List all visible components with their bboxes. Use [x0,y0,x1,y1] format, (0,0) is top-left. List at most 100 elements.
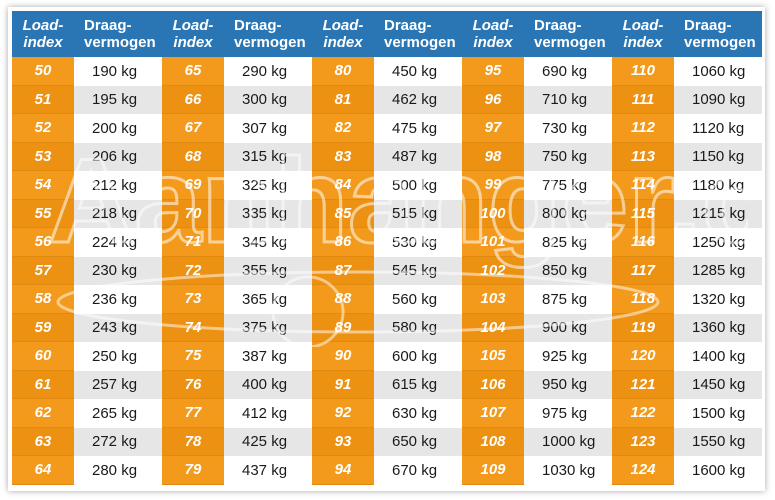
load-capacity-cell: 190 kg [74,57,162,86]
table-row: 96 710 kg [462,85,612,114]
table-row: 75 387 kg [162,342,312,371]
table-row: 56 224 kg [12,228,162,257]
table-row: 102 850 kg [462,256,612,285]
load-capacity-cell: 1550 kg [674,427,762,456]
table-row: 107 975 kg [462,399,612,428]
header-row: Load-index Draag-vermogen [162,11,312,57]
load-capacity-cell: 1500 kg [674,399,762,428]
header-load-index-text: index [323,34,363,51]
table-row: 52 200 kg [12,114,162,143]
table-row: 60 250 kg [12,342,162,371]
load-index-cell: 105 [462,342,524,371]
load-capacity-cell: 1060 kg [674,57,762,86]
load-index-cell: 70 [162,199,224,228]
table-row: 94 670 kg [312,456,462,485]
table-row: 122 1500 kg [612,399,762,428]
load-capacity-cell: 900 kg [524,313,612,342]
load-capacity-cell: 280 kg [74,456,162,485]
header-draagvermogen-text: vermogen [84,34,156,51]
load-index-table-frame: Load-index Draag-vermogen 50 190 kg 51 195 kg… [8,7,765,491]
table-row: 73 365 kg [162,285,312,314]
load-index-cell: 85 [312,199,374,228]
load-capacity-cell: 690 kg [524,57,612,86]
load-index-cell: 123 [612,427,674,456]
table-row: 91 615 kg [312,370,462,399]
load-index-cell: 55 [12,199,74,228]
load-index-cell: 110 [612,57,674,86]
load-index-cell: 96 [462,85,524,114]
table-row: 57 230 kg [12,256,162,285]
header-draagvermogen-text: Draag- [84,17,132,34]
table-row: 67 307 kg [162,114,312,143]
load-capacity-cell: 206 kg [74,142,162,171]
load-capacity-cell: 500 kg [374,171,462,200]
load-capacity-cell: 1150 kg [674,142,762,171]
table-row: 120 1400 kg [612,342,762,371]
load-index-cell: 90 [312,342,374,371]
load-capacity-cell: 1360 kg [674,313,762,342]
header-row: Load-index Draag-vermogen [612,11,762,57]
load-index-cell: 86 [312,228,374,257]
table-row: 88 560 kg [312,285,462,314]
load-index-cell: 116 [612,228,674,257]
column-group-5: Load-index Draag-vermogen 110 1060 kg 111 109… [612,11,762,485]
table-row: 97 730 kg [462,114,612,143]
load-index-cell: 103 [462,285,524,314]
load-index-cell: 61 [12,370,74,399]
table-row: 89 580 kg [312,313,462,342]
load-index-cell: 106 [462,370,524,399]
load-capacity-cell: 265 kg [74,399,162,428]
table-row: 81 462 kg [312,85,462,114]
header-draagvermogen: Draag-vermogen [224,11,312,57]
table-row: 74 375 kg [162,313,312,342]
load-index-cell: 76 [162,370,224,399]
header-draagvermogen-text: Draag- [384,17,432,34]
table-row: 83 487 kg [312,142,462,171]
load-capacity-cell: 307 kg [224,114,312,143]
load-capacity-cell: 425 kg [224,427,312,456]
load-capacity-cell: 775 kg [524,171,612,200]
load-index-cell: 100 [462,199,524,228]
table-row: 58 236 kg [12,285,162,314]
header-load-index: Load-index [12,11,74,57]
load-capacity-cell: 212 kg [74,171,162,200]
header-row: Load-index Draag-vermogen [12,11,162,57]
load-capacity-cell: 545 kg [374,256,462,285]
load-capacity-cell: 400 kg [224,370,312,399]
load-capacity-cell: 224 kg [74,228,162,257]
table-row: 103 875 kg [462,285,612,314]
load-capacity-cell: 200 kg [74,114,162,143]
load-capacity-cell: 1090 kg [674,85,762,114]
load-index-cell: 101 [462,228,524,257]
table-row: 98 750 kg [462,142,612,171]
header-load-index-text: Load- [322,17,364,34]
load-capacity-cell: 650 kg [374,427,462,456]
header-draagvermogen-text: vermogen [234,34,306,51]
table-row: 85 515 kg [312,199,462,228]
load-capacity-cell: 1215 kg [674,199,762,228]
table-row: 121 1450 kg [612,370,762,399]
table-body: 80 450 kg 81 462 kg 82 475 kg 83 487 kg 84 500 kg… [312,57,462,485]
table-row: 55 218 kg [12,199,162,228]
load-index-cell: 64 [12,456,74,485]
load-capacity-cell: 355 kg [224,256,312,285]
table-body: 65 290 kg 66 300 kg 67 307 kg 68 315 kg 69 325 kg… [162,57,312,485]
load-capacity-cell: 475 kg [374,114,462,143]
load-index-cell: 113 [612,142,674,171]
load-index-cell: 63 [12,427,74,456]
table-row: 70 335 kg [162,199,312,228]
load-capacity-cell: 1285 kg [674,256,762,285]
table-row: 82 475 kg [312,114,462,143]
load-capacity-cell: 290 kg [224,57,312,86]
header-draagvermogen: Draag-vermogen [74,11,162,57]
load-index-cell: 102 [462,256,524,285]
load-index-cell: 71 [162,228,224,257]
load-index-cell: 84 [312,171,374,200]
table-row: 80 450 kg [312,57,462,86]
table-row: 68 315 kg [162,142,312,171]
load-index-cell: 91 [312,370,374,399]
column-group-4: Load-index Draag-vermogen 95 690 kg 96 710 kg… [462,11,612,485]
table-row: 100 800 kg [462,199,612,228]
load-capacity-cell: 1250 kg [674,228,762,257]
table-row: 95 690 kg [462,57,612,86]
